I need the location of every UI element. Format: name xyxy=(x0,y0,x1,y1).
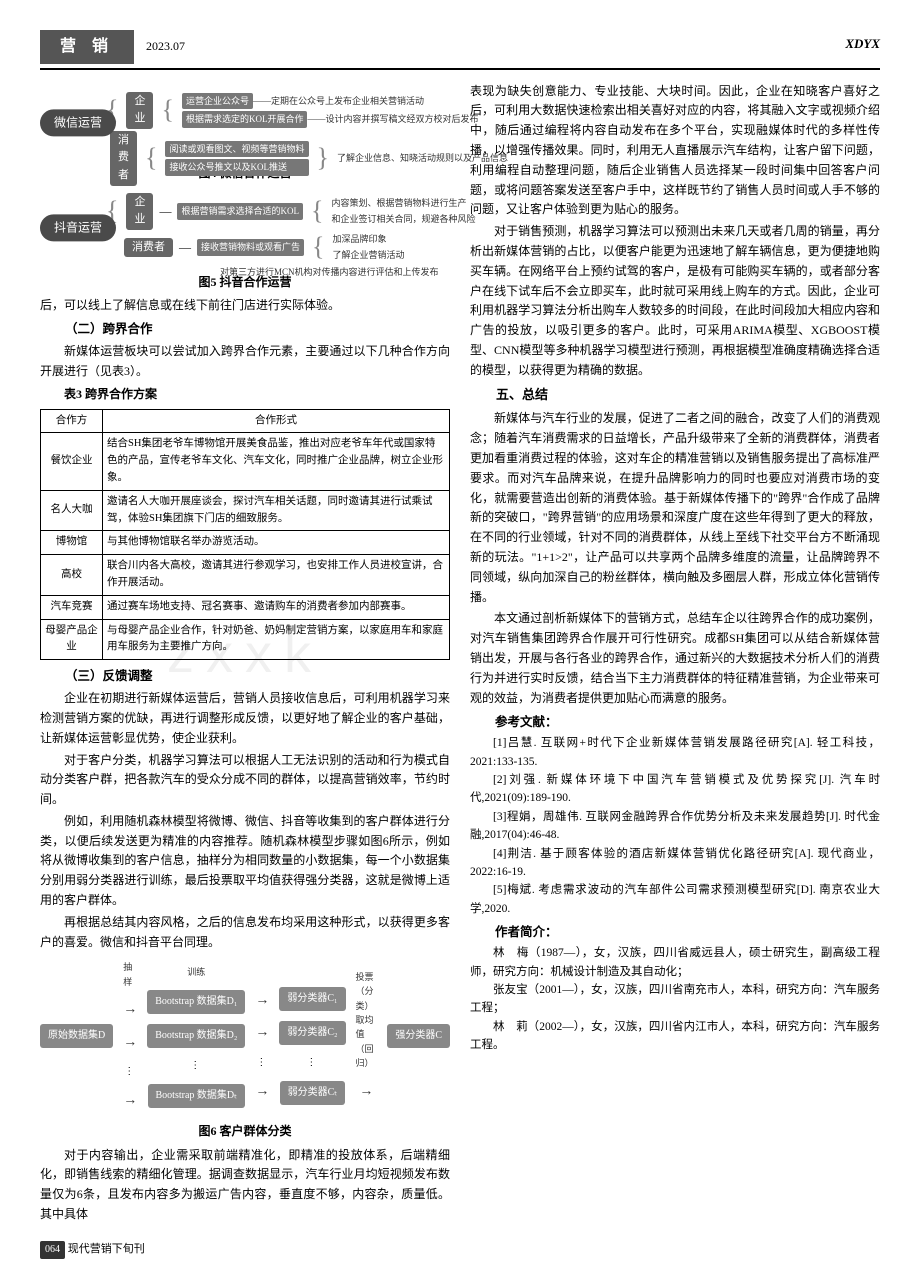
table-cell-form: 通过赛车场地支持、冠名赛事、邀请购车的消费者参加内部赛事。 xyxy=(103,595,450,619)
page-header: 营 销 2023.07 XDYX xyxy=(40,30,880,70)
table-cell-partner: 餐饮企业 xyxy=(41,433,103,490)
body-text: 对于销售预测，机器学习算法可以预测出未来几天或者几周的销量，再分析出新媒体营销的… xyxy=(470,222,880,380)
table-cell-form: 与其他博物馆联名举办游览活动。 xyxy=(103,531,450,555)
issue-date: 2023.07 xyxy=(146,37,185,56)
reference-item: [3]程娟，周雄伟. 互联网金融跨界合作优势分析及未来发展趋势[J]. 时代金融… xyxy=(470,808,880,845)
table-cell-partner: 名人大咖 xyxy=(41,490,103,531)
f5-node-enterprise: 企业 xyxy=(126,193,153,230)
author-item: 林 莉（2002—），女，汉族，四川省内江市人，本科，研究方向：汽车服务工程。 xyxy=(470,1018,880,1055)
figure-6-caption: 图6 客户群体分类 xyxy=(40,1122,450,1141)
figure-6-diagram: 原始数据集D 抽样 → → ⋮ → 训练 Bootstrap 数据集D₁ Boo… xyxy=(40,954,450,1118)
table-cell-form: 与母婴产品企业合作，针对奶爸、奶妈制定营销方案，以家庭用车和家庭用车服务为主要推… xyxy=(103,619,450,660)
table-cell-form: 联合川内各大高校，邀请其进行参观学习，也安排工作人员进校宣讲，合作开展活动。 xyxy=(103,555,450,596)
author-item: 林 梅（1987—），女，汉族，四川省威远县人，硕士研究生，副高级工程师，研究方… xyxy=(470,944,880,981)
body-text: 后，可以线上了解信息或在线下前往门店进行实际体验。 xyxy=(40,296,450,316)
table-col-form: 合作形式 xyxy=(103,409,450,433)
table-cell-partner: 汽车竞赛 xyxy=(41,595,103,619)
page-number: 064 xyxy=(40,1241,65,1259)
f4-node-enterprise: 企业 xyxy=(126,92,153,129)
f6-strong-box: 强分类器C xyxy=(387,1024,450,1048)
left-column: zxxk 微信运营 { 企业 { 运营企业公众号——定期在公众号上发布企业相关营… xyxy=(40,82,450,1227)
reference-item: [4]荆洁. 基于顾客体验的酒店新媒体营销优化路径研究[A]. 现代商业，202… xyxy=(470,845,880,882)
f5-node-consumer: 消费者 xyxy=(124,238,173,258)
body-text: 例如，利用随机森林模型将微博、微信、抖音等收集到的客户群体进行分类，以便后续发送… xyxy=(40,812,450,911)
journal-code: XDYX xyxy=(845,34,880,55)
figure-4-diagram: 微信运营 { 企业 { 运营企业公众号——定期在公众号上发布企业相关营销活动 根… xyxy=(40,86,450,160)
table-cell-partner: 博物馆 xyxy=(41,531,103,555)
f4-node-consumer: 消费者 xyxy=(110,131,137,186)
table-row: 博物馆与其他博物馆联名举办游览活动。 xyxy=(41,531,450,555)
body-text: 新媒体运营板块可以尝试加入跨界合作元素，主要通过以下几种合作方向开展进行（见表3… xyxy=(40,342,450,382)
table-row: 汽车竞赛通过赛车场地支持、冠名赛事、邀请购车的消费者参加内部赛事。 xyxy=(41,595,450,619)
table-cell-partner: 高校 xyxy=(41,555,103,596)
table-row: 高校联合川内各大高校，邀请其进行参观学习，也安排工作人员进校宣讲，合作开展活动。 xyxy=(41,555,450,596)
wechat-root-pill: 微信运营 xyxy=(40,109,116,136)
table-cell-form: 邀请名人大咖开展座谈会，探讨汽车相关话题，同时邀请其进行试乘试驾，体验SH集团旗… xyxy=(103,490,450,531)
table-row: 名人大咖邀请名人大咖开展座谈会，探讨汽车相关话题，同时邀请其进行试乘试驾，体验S… xyxy=(41,490,450,531)
body-text: 对于客户分类，机器学习算法可以根据人工无法识别的活动和行为模式自动分类客户群，把… xyxy=(40,751,450,810)
reference-item: [2]刘强. 新媒体环境下中国汽车营销模式及优势探究[J]. 汽车时代,2021… xyxy=(470,771,880,808)
body-text: 表现为缺失创意能力、专业技能、大块时间。因此，企业在知晓客户喜好之后，可利用大数… xyxy=(470,82,880,221)
right-column: 表现为缺失创意能力、专业技能、大块时间。因此，企业在知晓客户喜好之后，可利用大数… xyxy=(470,82,880,1227)
subhead-3: （三）反馈调整 xyxy=(40,666,450,686)
body-text: 企业在初期进行新媒体运营后，营销人员接收信息后，可利用机器学习来检测营销方案的优… xyxy=(40,689,450,748)
table-row: 母婴产品企业与母婴产品企业合作，针对奶爸、奶妈制定营销方案，以家庭用车和家庭用车… xyxy=(41,619,450,660)
table-cell-partner: 母婴产品企业 xyxy=(41,619,103,660)
table-col-partner: 合作方 xyxy=(41,409,103,433)
section-5-heading: 五、总结 xyxy=(470,385,880,406)
reference-item: [1]吕慧. 互联网+时代下企业新媒体营销发展路径研究[A]. 轻工科技，202… xyxy=(470,734,880,771)
table-3-title: 表3 跨界合作方案 xyxy=(40,385,450,404)
table-row: 餐饮企业结合SH集团老爷车博物馆开展美食品鉴，推出对应老爷车年代或国家特色的产品… xyxy=(41,433,450,490)
reference-item: [5]梅斌. 考虑需求波动的汽车部件公司需求预测模型研究[D]. 南京农业大学,… xyxy=(470,881,880,918)
body-text: 新媒体与汽车行业的发展，促进了二者之间的融合，改变了人们的消费观念；随着汽车消费… xyxy=(470,409,880,607)
author-item: 张友宝（2001—），女，汉族，四川省南充市人，本科，研究方向：汽车服务工程； xyxy=(470,981,880,1018)
section-tab: 营 销 xyxy=(40,30,134,64)
subhead-2: （二）跨界合作 xyxy=(40,319,450,339)
body-text: 对于内容输出，企业需采取前端精准化，即精准的投放体系，后端精细化，即销售线索的精… xyxy=(40,1146,450,1225)
table-3: 合作方 合作形式 餐饮企业结合SH集团老爷车博物馆开展美食品鉴，推出对应老爷车年… xyxy=(40,409,450,661)
figure-5-diagram: 抖音运营 { 企业 — 根据营销需求选择合适的KOL { 内容策划、根据营销物料… xyxy=(40,187,450,269)
page-footer: 064 现代营销下旬刊 xyxy=(40,1241,880,1259)
references-heading: 参考文献： xyxy=(470,712,880,732)
table-cell-form: 结合SH集团老爷车博物馆开展美食品鉴，推出对应老爷车年代或国家特色的产品，宣传老… xyxy=(103,433,450,490)
journal-name: 现代营销下旬刊 xyxy=(68,1243,145,1255)
f6-source-box: 原始数据集D xyxy=(40,1024,113,1048)
body-text: 本文通过剖析新媒体下的营销方式，总结车企以往跨界合作的成功案例，对汽车销售集团跨… xyxy=(470,609,880,708)
authors-heading: 作者简介： xyxy=(470,922,880,942)
douyin-root-pill: 抖音运营 xyxy=(40,214,116,241)
body-text: 再根据总结其内容风格，之后的信息发布均采用这种形式，以获得更多客户的喜爱。微信和… xyxy=(40,913,450,953)
